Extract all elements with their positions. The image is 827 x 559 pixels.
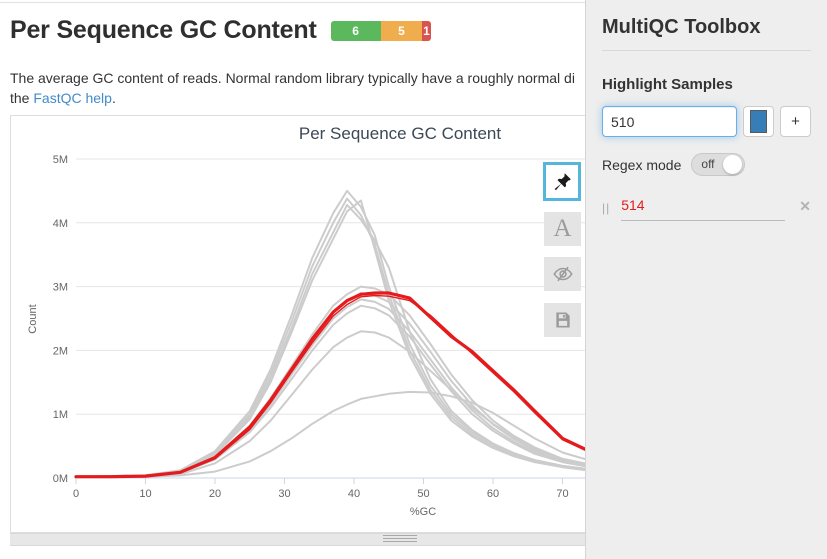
svg-text:5M: 5M xyxy=(53,154,68,166)
status-badge-segment: 6 xyxy=(330,20,381,41)
highlight-item-row: || 514 ✕ xyxy=(602,197,811,221)
svg-text:40: 40 xyxy=(348,488,360,500)
regex-mode-label: Regex mode xyxy=(602,156,682,173)
toggle-knob-icon xyxy=(723,155,743,174)
chart-title: Per Sequence GC Content xyxy=(298,124,502,143)
remove-highlight-button[interactable]: ✕ xyxy=(799,198,811,221)
svg-text:70: 70 xyxy=(556,488,568,500)
svg-text:0M: 0M xyxy=(53,473,68,485)
color-swatch-button[interactable] xyxy=(743,106,774,137)
highlight-samples-button[interactable] xyxy=(543,162,581,201)
description-line2-suffix: . xyxy=(111,90,116,106)
toolbox-title: MultiQC Toolbox xyxy=(602,16,761,38)
add-highlight-button[interactable]: + xyxy=(780,106,811,137)
save-settings-button[interactable] xyxy=(544,303,581,337)
regex-toggle-state: off xyxy=(701,157,715,171)
description-line1: The average GC content of reads. Normal … xyxy=(10,70,575,86)
highlight-input-row: + xyxy=(602,106,811,137)
page-title: Per Sequence GC Content xyxy=(10,16,317,44)
svg-text:50: 50 xyxy=(417,488,429,500)
svg-text:%GC: %GC xyxy=(410,506,436,518)
drag-handle-icon[interactable]: || xyxy=(602,201,611,215)
toolbox-divider xyxy=(602,50,811,51)
regex-mode-row: Regex mode off xyxy=(602,153,811,176)
highlight-samples-heading: Highlight Samples xyxy=(602,76,733,93)
status-badge-segment: 5 xyxy=(380,20,423,41)
svg-text:1M: 1M xyxy=(53,409,68,421)
eye-slash-icon xyxy=(552,266,573,282)
svg-text:4M: 4M xyxy=(53,218,68,230)
grip-icon xyxy=(383,535,417,544)
top-divider xyxy=(0,2,827,3)
svg-text:2M: 2M xyxy=(53,345,68,357)
highlight-input[interactable] xyxy=(602,106,737,137)
highlight-items-list: || 514 ✕ xyxy=(602,197,811,221)
svg-text:0: 0 xyxy=(73,488,79,500)
multiqc-toolbox: MultiQC Toolbox Highlight Samples + Rege… xyxy=(585,0,827,559)
status-badge-segment: 1 xyxy=(422,20,431,41)
svg-text:20: 20 xyxy=(209,488,221,500)
fastqc-help-link[interactable]: FastQC help xyxy=(33,90,112,106)
svg-text:Count: Count xyxy=(27,304,39,333)
section-description: The average GC content of reads. Normal … xyxy=(10,68,827,108)
color-swatch-icon xyxy=(750,110,767,133)
svg-text:10: 10 xyxy=(139,488,151,500)
svg-text:60: 60 xyxy=(487,488,499,500)
rename-samples-button[interactable]: A xyxy=(544,212,581,246)
svg-text:3M: 3M xyxy=(53,282,68,294)
font-icon: A xyxy=(553,215,572,242)
hide-samples-button[interactable] xyxy=(544,257,581,291)
regex-toggle[interactable]: off xyxy=(691,153,746,176)
description-line2-prefix: the xyxy=(10,90,34,106)
pushpin-icon xyxy=(554,173,571,191)
floppy-icon xyxy=(555,312,570,328)
highlight-item-value[interactable]: 514 xyxy=(621,197,786,221)
svg-text:30: 30 xyxy=(278,488,290,500)
